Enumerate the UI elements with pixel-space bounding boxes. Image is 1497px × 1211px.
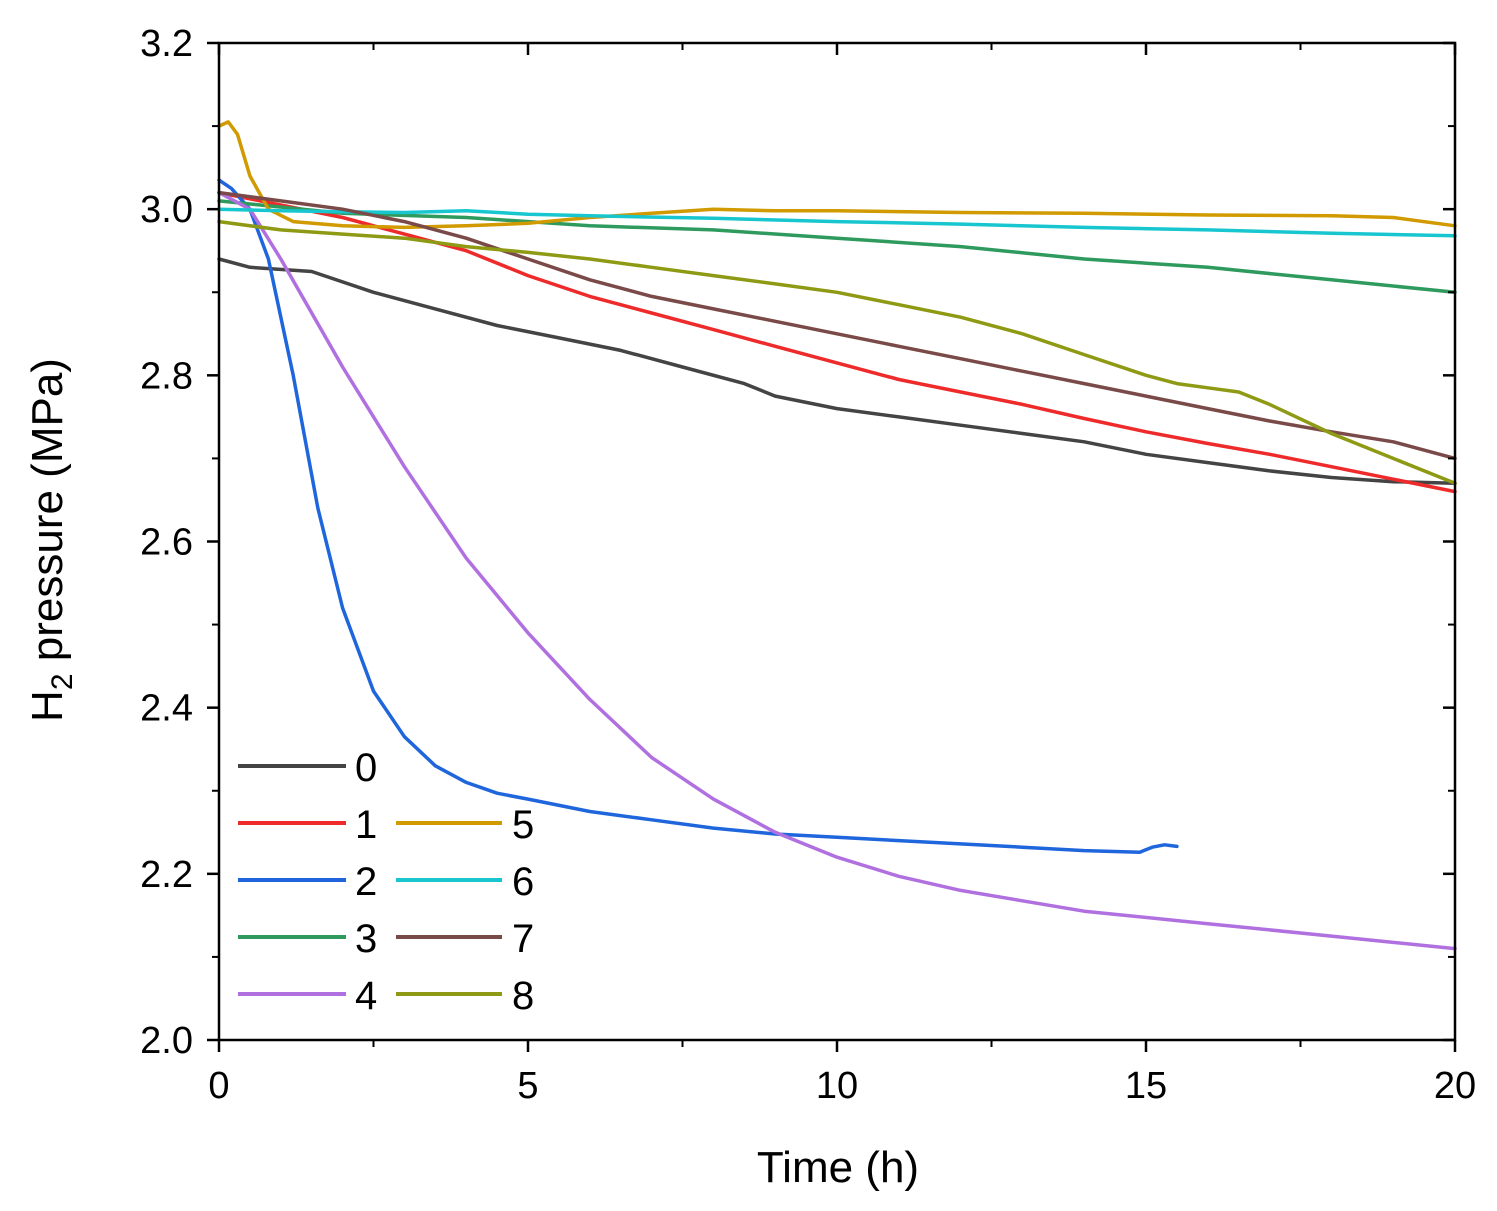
y-tick-label: 2.0: [140, 1020, 193, 1062]
legend-label-8: 8: [512, 974, 534, 1018]
y-tick-label: 2.2: [140, 854, 193, 896]
legend-label-2: 2: [355, 860, 377, 904]
series-line-4: [217, 190, 1457, 951]
series-line-2: [217, 178, 1179, 854]
y-tick-label: 2.6: [140, 522, 193, 564]
legend-label-7: 7: [512, 917, 534, 961]
series-line-8: [217, 219, 1457, 486]
legend-label-6: 6: [512, 860, 534, 904]
legend-label-5: 5: [512, 803, 534, 847]
x-tick-label: 5: [517, 1065, 538, 1107]
plot-area: [217, 120, 1457, 951]
y-axis-title-rest: pressure (MPa): [23, 358, 72, 673]
legend: 0 1 2 3 4 5 6 7 8: [238, 746, 534, 1018]
x-axis-title: Time (h): [757, 1143, 919, 1192]
x-tick-label: 10: [816, 1065, 858, 1107]
y-axis-title-subscript: 2: [46, 673, 79, 690]
y-axis-title: H2 pressure (MPa): [23, 358, 79, 722]
series-line-7: [217, 190, 1457, 461]
y-tick-label: 2.8: [140, 355, 193, 397]
legend-label-4: 4: [355, 974, 377, 1018]
x-tick-label: 15: [1125, 1065, 1167, 1107]
series-line-3: [217, 199, 1457, 295]
axes: 0 5 10 15 202.02.22.42.62.83.03.2: [140, 23, 1476, 1107]
legend-label-3: 3: [355, 917, 377, 961]
x-tick-label: 20: [1434, 1065, 1476, 1107]
y-tick-label: 3.0: [140, 189, 193, 231]
y-axis-title-main: H: [23, 690, 72, 722]
y-tick-label: 3.2: [140, 23, 193, 65]
plot-frame: [217, 41, 1457, 1042]
x-tick-label: 0: [208, 1065, 229, 1107]
legend-label-0: 0: [355, 746, 377, 790]
legend-label-1: 1: [355, 803, 377, 847]
y-tick-label: 2.4: [140, 688, 193, 730]
series-line-0: [217, 257, 1457, 486]
